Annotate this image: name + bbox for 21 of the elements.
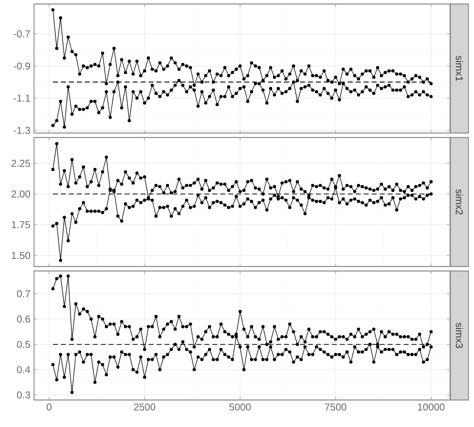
y-tick-label: 2.25 xyxy=(12,160,30,167)
y-axis-title: simx3 xyxy=(456,322,464,348)
x-tick-label: 5000 xyxy=(229,404,251,411)
y-tick-label: -0.9 xyxy=(14,62,30,70)
y-tick-label: 0.3 xyxy=(17,391,30,398)
y-tick-label: 1.50 xyxy=(12,252,30,259)
y-tick-label: 0.5 xyxy=(17,340,30,348)
y-tick-label: 0.6 xyxy=(17,316,30,323)
y-tick-label: 2.00 xyxy=(12,190,30,198)
x-tick-label: 10000 xyxy=(418,404,445,411)
y-tick-label: -0.7 xyxy=(14,30,30,38)
y-tick-label: -1.1 xyxy=(14,94,30,102)
x-tick-label: 7500 xyxy=(325,404,346,411)
y-axis-title: simx2 xyxy=(456,189,464,215)
y-tick-label: 1.75 xyxy=(12,221,30,228)
y-axis-title: simx1 xyxy=(456,56,464,82)
y-tick-label: 0.4 xyxy=(17,366,30,374)
x-tick-label: 0 xyxy=(46,404,52,411)
y-tick-label: 0.7 xyxy=(17,290,30,298)
y-tick-label: -1.3 xyxy=(14,126,30,134)
x-tick-label: 2500 xyxy=(134,404,156,411)
